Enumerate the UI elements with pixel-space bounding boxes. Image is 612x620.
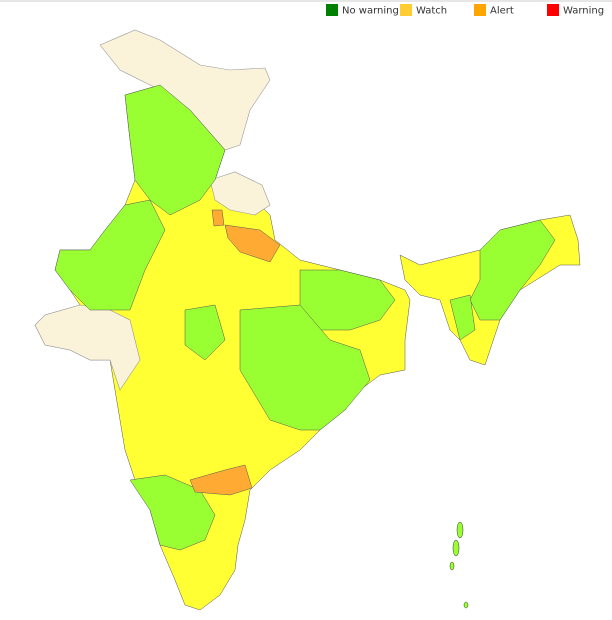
legend-label: Warning: [563, 6, 604, 17]
legend-swatch: [326, 4, 338, 16]
island: [449, 561, 455, 571]
islands: [449, 521, 469, 609]
legend-label: No warning: [342, 6, 399, 17]
region-green-northwest: [54, 199, 166, 311]
region-orange-north: [224, 224, 281, 263]
region-green-central: [239, 304, 371, 431]
region-green-south: [129, 474, 216, 551]
legend-label: Watch: [416, 6, 447, 17]
legend-swatch: [400, 4, 412, 16]
legend-swatch: [474, 4, 486, 16]
legend: No warning Watch Alert Warning: [326, 4, 604, 17]
island: [452, 539, 460, 557]
region-west: [34, 304, 141, 391]
legend-label: Alert: [490, 6, 514, 17]
region-northcentral: [209, 171, 271, 216]
region-orange-small: [211, 209, 225, 227]
region-orange-south: [189, 464, 253, 496]
island: [463, 601, 469, 609]
region-green-northeast-2: [449, 294, 476, 341]
region-green-midwest: [184, 304, 226, 361]
region-green-northeast: [469, 219, 556, 321]
region-green-north: [124, 84, 226, 216]
island: [456, 521, 464, 539]
legend-swatch: [547, 4, 559, 16]
map: [34, 29, 581, 611]
